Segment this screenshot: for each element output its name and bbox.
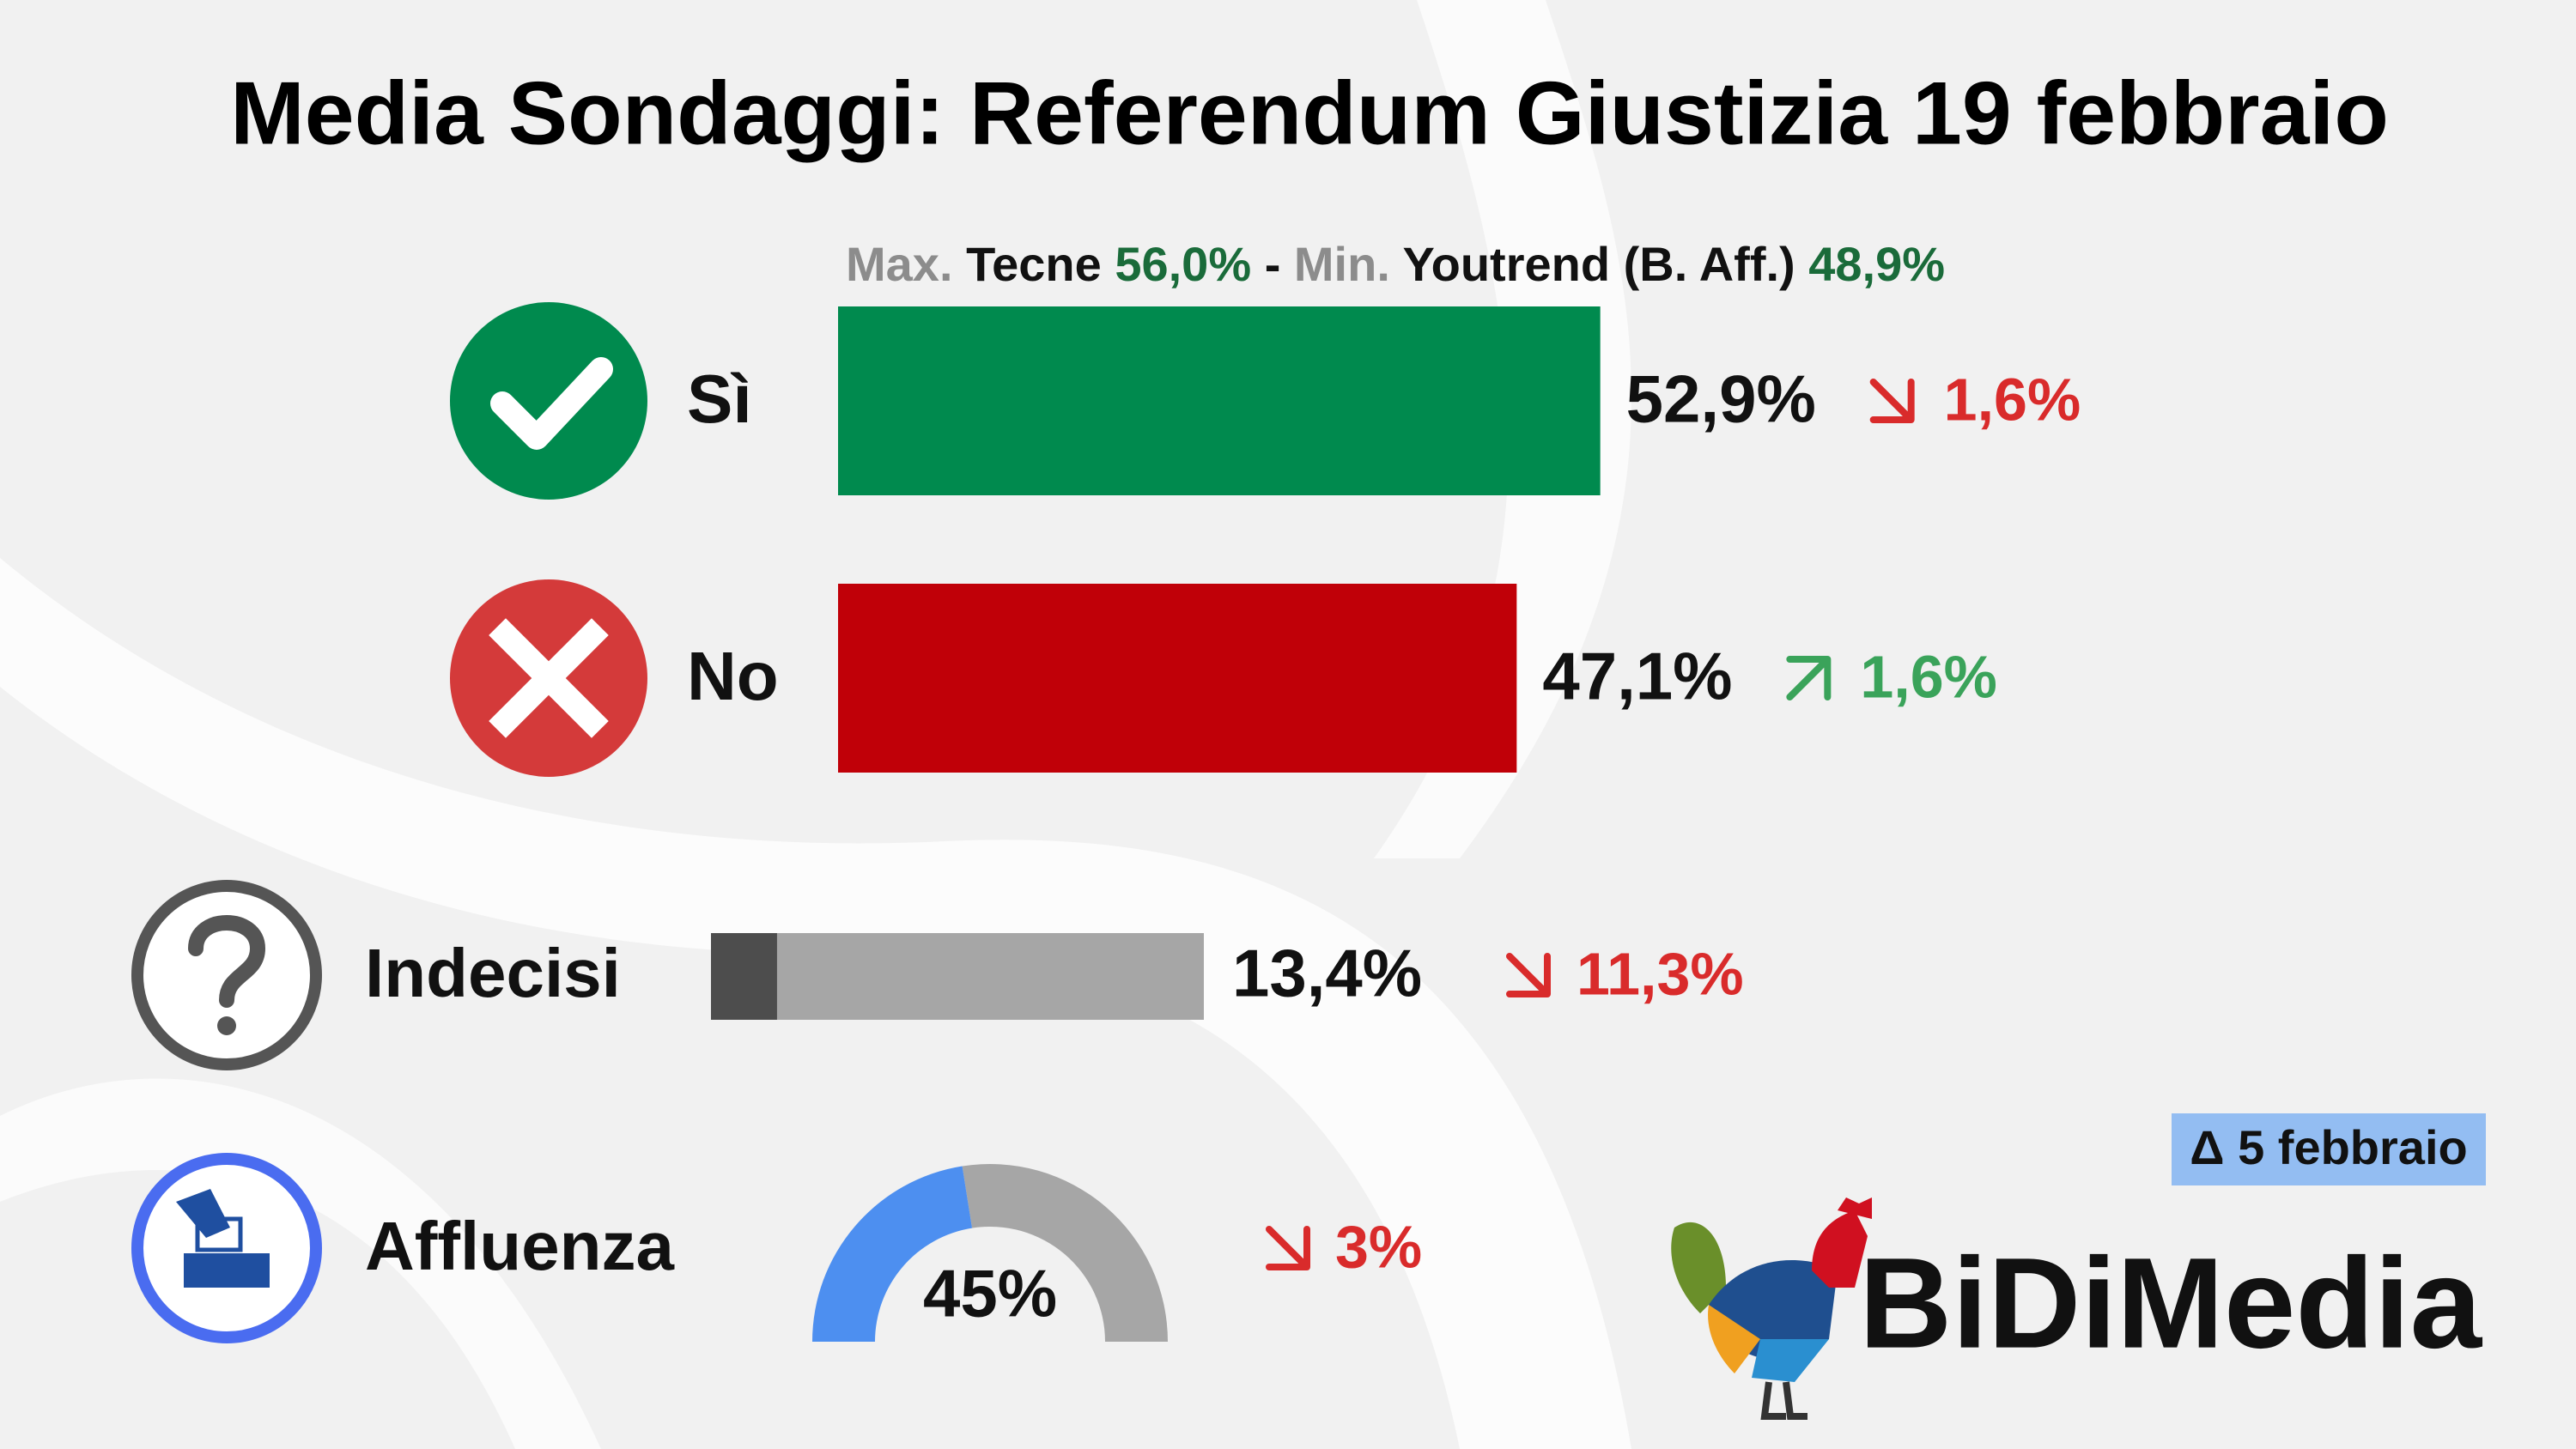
change-arrow [1506,953,1551,997]
rooster-legs [1760,1381,1807,1420]
separator: - [1265,237,1281,291]
undecided-value: 13,4% [1232,936,1422,1011]
background-swoosh [1374,0,1631,858]
min-label: Min. [1294,237,1390,291]
max-label: Max. [846,237,953,291]
rooster-comb [1838,1197,1872,1219]
ballot-box [184,1253,270,1288]
chart-title: Media Sondaggi: Referendum Giustizia 19 … [230,64,2389,163]
category-label: No [687,638,779,714]
change-arrow [1266,1226,1310,1270]
gauge-track [962,1163,1168,1342]
logo-rooster [1671,1197,1872,1420]
min-value: 48,9% [1808,237,1945,291]
rooster-wing [1708,1305,1760,1373]
check [490,357,613,450]
change-label: 1,6% [1944,366,2081,433]
max-value: 56,0% [1115,237,1251,291]
rooster-neck [1812,1210,1868,1288]
cross [489,618,609,738]
hand [176,1189,230,1238]
background-swoosh [0,1078,601,1449]
gauge-value [812,1166,973,1342]
turnout-label: Affluenza [365,1208,675,1284]
undecided-icon [131,880,322,1070]
max-source: Tecne [966,237,1102,291]
rooster-belly [1752,1339,1829,1382]
comparison-badge [2172,1113,2486,1185]
yes-icon [450,302,647,500]
rooster-tail [1671,1222,1726,1313]
turnout-change: 3% [1335,1213,1422,1280]
min-source: Youtrend (B. Aff.) [1402,237,1795,291]
range-note: Max. Tecne 56,0% - Min. Youtrend (B. Aff… [846,237,1945,291]
yes-icon-circle [450,302,647,500]
bar [838,306,1601,495]
no-icon [450,579,647,777]
undecided-track [711,933,1204,1020]
undecided-change: 11,3% [1577,940,1744,1007]
bar [838,584,1517,773]
category-label: Sì [687,361,752,437]
question-mark [188,915,266,1008]
change-arrow [1869,379,1915,423]
turnout-icon [131,1153,322,1343]
value-label: 47,1% [1542,639,1732,714]
turnout-value: 45% [923,1256,1057,1331]
source-logo: BiDiMedia [1859,1231,2483,1375]
value-label: 52,9% [1626,361,1816,437]
undecided-label: Indecisi [365,935,621,1011]
undecided-bar [711,933,777,1020]
change-arrow [1786,656,1832,700]
comparison-note: Δ 5 febbraio [2190,1120,2467,1174]
change-label: 1,6% [1860,643,1997,710]
undecided-icon-circle [131,880,322,1070]
background-swoosh [0,558,1631,1449]
question-dot [217,1016,236,1035]
